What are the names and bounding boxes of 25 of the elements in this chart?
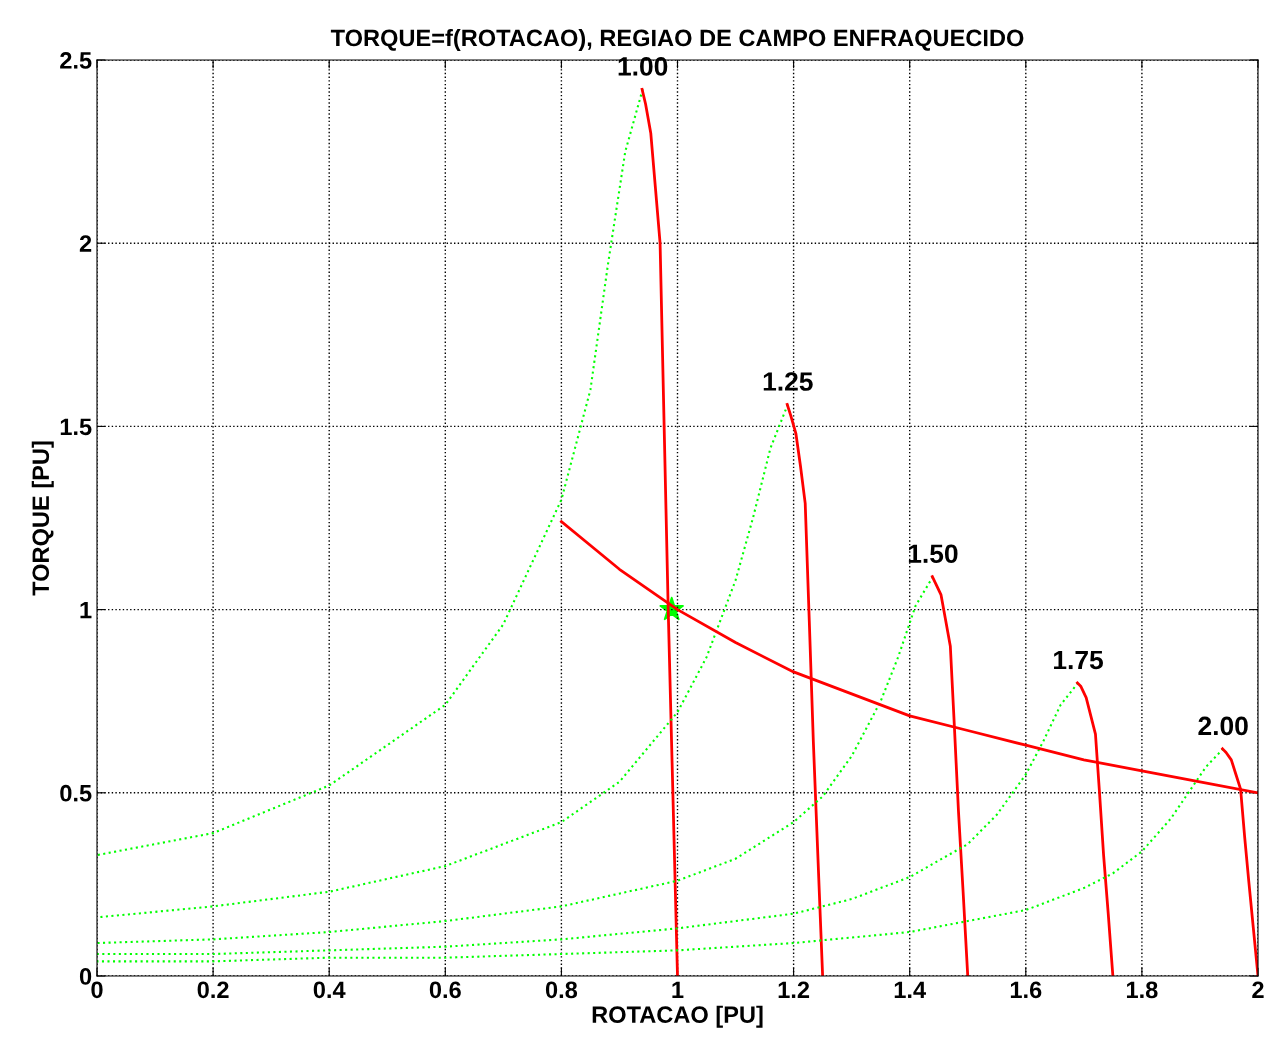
x-tick-label: 1.4 [894,981,926,998]
y-axis-title: TORQUE [PU] [31,441,54,596]
annotation: 1.25 [763,372,813,391]
y-tick-label: 2 [79,235,92,252]
x-tick-label: 0.8 [545,981,578,999]
x-tick-label: 0.6 [429,981,461,999]
y-tick-label: 1.5 [60,418,92,436]
annotation: 1.75 [1054,650,1103,670]
y-tick-label: 0.5 [60,784,92,802]
y-tick-label: 1 [80,601,92,619]
y-tick-label: 2.5 [60,52,92,69]
x-tick-label: 0.2 [197,981,229,999]
annotation: 2.00 [1198,716,1248,736]
x-tick-label: 0.4 [313,981,346,999]
x-tick-label: 1.6 [1010,981,1042,999]
x-tick-label: 1.8 [1126,981,1158,999]
x-tick-label: 2 [1252,981,1264,998]
x-tick-label: 0 [91,981,103,999]
x-tick-label: 1.2 [778,981,810,998]
x-axis-title: ROTACAO [PU] [592,1005,763,1028]
annotation: 1.00 [618,57,668,76]
chart-title: TORQUE=f(ROTACAO), REGIAO DE CAMPO ENFRAQUECIDO [330,29,1024,52]
annotation: 1.50 [908,544,958,564]
x-tick-label: 1 [672,981,684,998]
y-tick-label: 0 [79,968,92,985]
